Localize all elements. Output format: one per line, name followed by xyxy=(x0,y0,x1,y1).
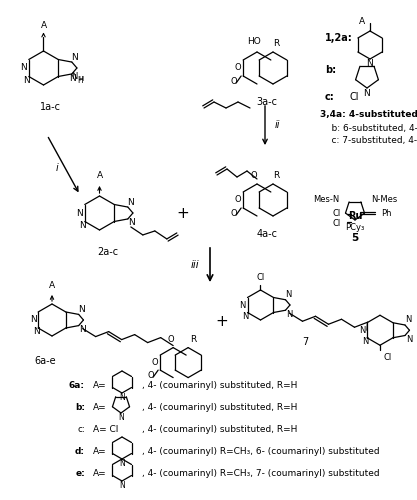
Text: 3,4a: 4-substituted, R=H: 3,4a: 4-substituted, R=H xyxy=(320,110,417,120)
Text: , 4- (coumarinyl) substituted, R=H: , 4- (coumarinyl) substituted, R=H xyxy=(142,380,297,390)
Text: N: N xyxy=(78,305,85,314)
Text: b:: b: xyxy=(325,65,336,75)
Text: O: O xyxy=(168,335,174,344)
Text: H: H xyxy=(78,76,83,82)
Text: 3a-c: 3a-c xyxy=(256,97,277,107)
Text: HO: HO xyxy=(247,38,261,46)
Text: iii: iii xyxy=(191,260,199,270)
Text: O: O xyxy=(148,370,154,380)
Text: N: N xyxy=(286,310,293,319)
Text: A: A xyxy=(40,21,47,30)
Text: N: N xyxy=(20,64,27,72)
Text: 1a-c: 1a-c xyxy=(40,102,60,112)
Text: Ru: Ru xyxy=(348,211,362,221)
Text: b:: b: xyxy=(75,402,85,411)
Text: 6a:: 6a: xyxy=(69,380,85,390)
Text: N: N xyxy=(242,312,249,321)
Text: b: 6-substituted, 4-R=CH₃: b: 6-substituted, 4-R=CH₃ xyxy=(320,124,417,132)
Text: A: A xyxy=(359,18,365,26)
Text: A: A xyxy=(96,172,103,180)
Text: O: O xyxy=(235,196,241,204)
Text: N: N xyxy=(362,337,368,346)
Text: O: O xyxy=(251,170,257,179)
Text: A=: A= xyxy=(93,402,107,411)
Text: c:: c: xyxy=(325,92,335,102)
Text: N: N xyxy=(119,482,125,490)
Text: c: 7-substituted, 4-R=CH₃: c: 7-substituted, 4-R=CH₃ xyxy=(320,136,417,145)
Text: Cl: Cl xyxy=(350,92,359,102)
Text: N: N xyxy=(71,52,78,62)
Text: A= Cl: A= Cl xyxy=(93,424,118,434)
Text: i: i xyxy=(56,163,59,173)
Text: O: O xyxy=(235,64,241,72)
Text: N: N xyxy=(406,335,412,344)
Text: d:: d: xyxy=(75,446,85,456)
Text: A=: A= xyxy=(93,446,107,456)
Text: N: N xyxy=(239,300,246,310)
Text: 7: 7 xyxy=(302,337,308,347)
Text: ii: ii xyxy=(274,120,280,130)
Text: , 4- (coumarinyl) R=CH₃, 6- (coumarinyl) substituted: , 4- (coumarinyl) R=CH₃, 6- (coumarinyl)… xyxy=(142,446,379,456)
Text: N: N xyxy=(128,218,135,228)
Text: O: O xyxy=(152,358,158,367)
Text: R: R xyxy=(273,40,279,48)
Text: Mes-N: Mes-N xyxy=(313,196,339,204)
Text: PCy₃: PCy₃ xyxy=(345,224,364,232)
Text: N: N xyxy=(405,316,411,324)
Text: 2a-c: 2a-c xyxy=(98,246,118,256)
Text: N: N xyxy=(119,394,125,402)
Text: 1,2a:: 1,2a: xyxy=(325,33,353,43)
Text: N: N xyxy=(30,316,37,324)
Text: , 4- (coumarinyl) substituted, R=H: , 4- (coumarinyl) substituted, R=H xyxy=(142,424,297,434)
Text: A: A xyxy=(49,280,55,289)
Text: , 4- (coumarinyl) R=CH₃, 7- (coumarinyl) substituted: , 4- (coumarinyl) R=CH₃, 7- (coumarinyl)… xyxy=(142,468,379,477)
Text: +: + xyxy=(177,206,189,220)
Text: N: N xyxy=(76,208,83,218)
Text: , 4- (coumarinyl) substituted, R=H: , 4- (coumarinyl) substituted, R=H xyxy=(142,402,297,411)
Text: N: N xyxy=(128,198,134,206)
Text: c:: c: xyxy=(77,424,85,434)
Text: O: O xyxy=(231,208,237,218)
Text: Cl: Cl xyxy=(333,210,341,218)
Text: N: N xyxy=(70,74,76,84)
Text: H: H xyxy=(77,76,83,86)
Text: A=: A= xyxy=(93,468,107,477)
Text: 4a-c: 4a-c xyxy=(256,229,277,239)
Text: N: N xyxy=(359,326,365,335)
Text: Cl: Cl xyxy=(333,220,341,228)
Text: e:: e: xyxy=(75,468,85,477)
Text: 6a-e: 6a-e xyxy=(34,356,56,366)
Text: N: N xyxy=(23,76,30,85)
Text: Cl: Cl xyxy=(256,274,265,282)
Text: A=: A= xyxy=(93,380,107,390)
Text: N: N xyxy=(70,72,77,82)
Text: Cl: Cl xyxy=(383,353,392,362)
Text: N: N xyxy=(285,290,291,299)
Text: N: N xyxy=(118,414,124,422)
Text: N: N xyxy=(119,460,125,468)
Text: N: N xyxy=(367,60,373,68)
Text: 5: 5 xyxy=(352,233,359,243)
Text: R: R xyxy=(273,172,279,180)
Text: N: N xyxy=(79,325,86,334)
Text: O: O xyxy=(231,76,237,86)
Text: N: N xyxy=(33,328,40,336)
Text: N: N xyxy=(79,221,86,230)
Text: Ph: Ph xyxy=(381,208,392,218)
Text: N: N xyxy=(364,88,370,98)
Text: R: R xyxy=(190,335,196,344)
Text: N-Mes: N-Mes xyxy=(371,196,397,204)
Text: +: + xyxy=(216,314,229,330)
